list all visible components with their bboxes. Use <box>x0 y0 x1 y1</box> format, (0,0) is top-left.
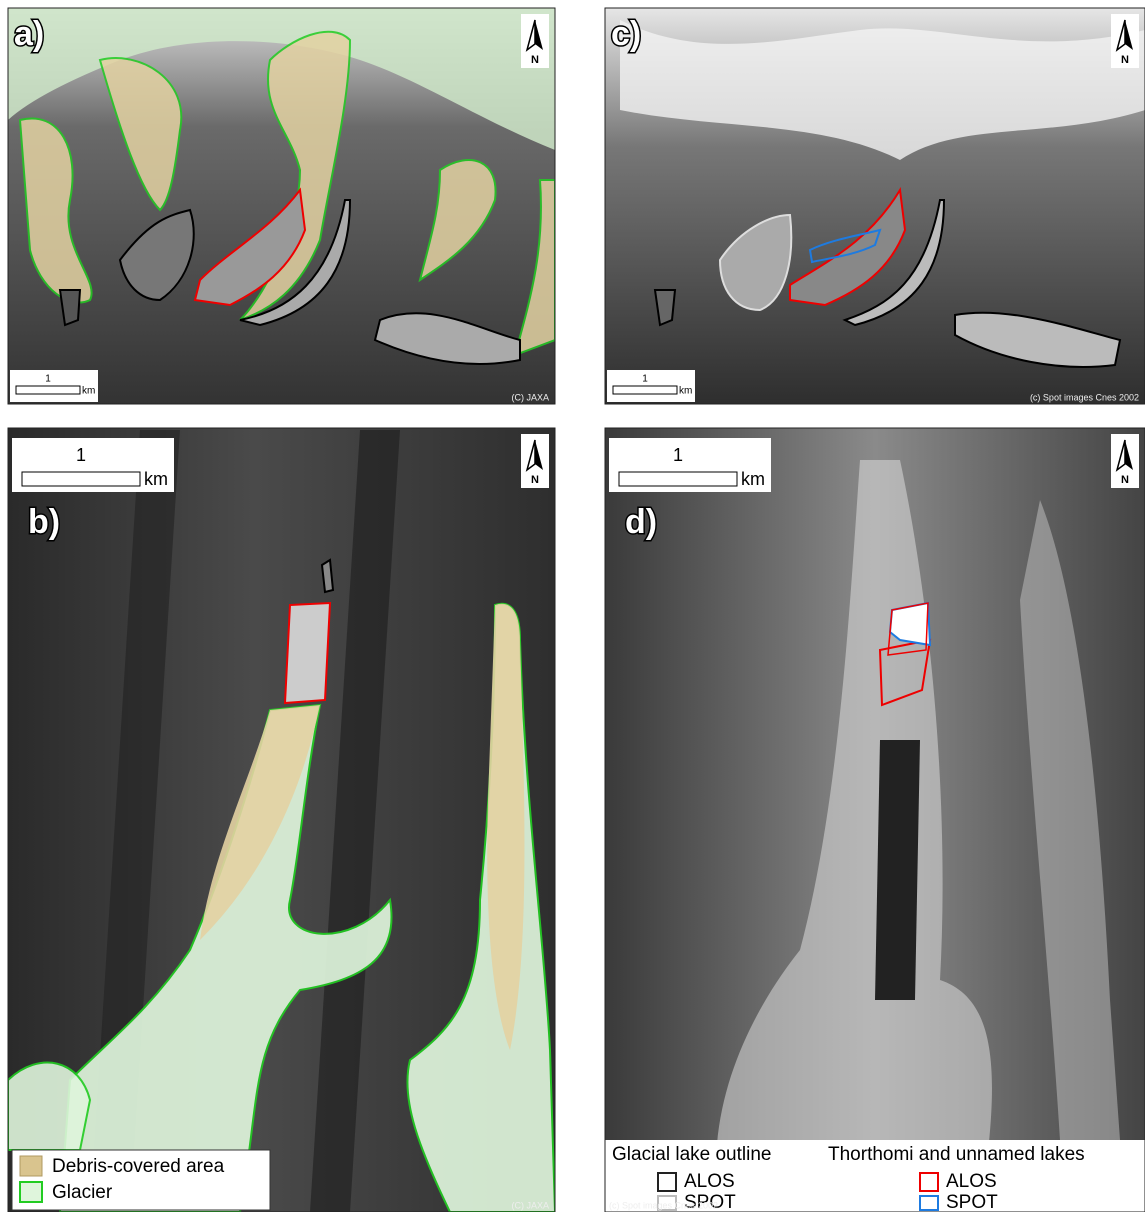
scale-value: 1 <box>642 374 648 385</box>
panel-label: b) <box>28 503 60 541</box>
north-arrow <box>535 440 543 470</box>
legend-swatch <box>657 1172 677 1192</box>
north-arrow <box>1125 440 1133 470</box>
legend-b: Debris-covered area Glacier <box>11 1149 271 1211</box>
scale-value: 1 <box>673 445 683 465</box>
north-arrow <box>1125 20 1133 50</box>
panel-label: c) <box>611 15 641 53</box>
scale-bar <box>15 385 81 395</box>
scale-unit: km <box>144 469 168 489</box>
image-credit: (c) Spot images Cnes 2002 <box>609 1200 718 1210</box>
panel-a-image <box>8 8 555 404</box>
legend-label: SPOT <box>946 1192 998 1212</box>
legend-label: Glacier <box>52 1182 113 1203</box>
legend-title: Thorthomi and unnamed lakes <box>828 1144 1085 1165</box>
legend-d: Glacial lake outline ALOS SPOT Thorthomi… <box>605 1140 1145 1212</box>
scale-value: 1 <box>76 445 86 465</box>
scale-bar <box>21 471 141 487</box>
panel-b-image <box>8 428 555 1212</box>
legend-swatch <box>657 1195 677 1211</box>
legend-swatch <box>919 1172 939 1192</box>
panel-frame <box>7 7 556 405</box>
image-credit: (c) Spot images Cnes 2002 <box>1030 392 1139 402</box>
north-arrow <box>535 20 543 50</box>
scale-bar <box>612 385 678 395</box>
legend-label: SPOT <box>684 1192 736 1212</box>
legend-title: Glacial lake outline <box>612 1144 771 1165</box>
legend-swatch <box>919 1195 939 1211</box>
scale-unit: km <box>679 386 692 397</box>
scale-unit: km <box>82 386 95 397</box>
image-credit: (C) JAXA <box>511 1200 549 1210</box>
panel-frame <box>604 427 1145 1212</box>
image-credit: (C) JAXA <box>511 392 549 402</box>
north-label: N <box>1121 54 1129 66</box>
scale-bar <box>618 471 738 487</box>
panel-frame <box>7 427 556 1212</box>
north-label: N <box>1121 474 1129 486</box>
scale-value: 1 <box>45 374 51 385</box>
panel-d-image <box>605 428 1145 1212</box>
panel-frame <box>604 7 1145 405</box>
legend-swatch <box>19 1155 43 1177</box>
panel-label: a) <box>14 15 44 53</box>
legend-label: ALOS <box>684 1171 735 1192</box>
north-label: N <box>531 54 539 66</box>
legend-swatch <box>19 1181 43 1203</box>
panel-c-image <box>605 8 1145 404</box>
scale-unit: km <box>741 469 765 489</box>
panel-label: d) <box>625 503 657 541</box>
legend-label: Debris-covered area <box>52 1156 225 1177</box>
north-label: N <box>531 474 539 486</box>
legend-label: ALOS <box>946 1171 997 1192</box>
